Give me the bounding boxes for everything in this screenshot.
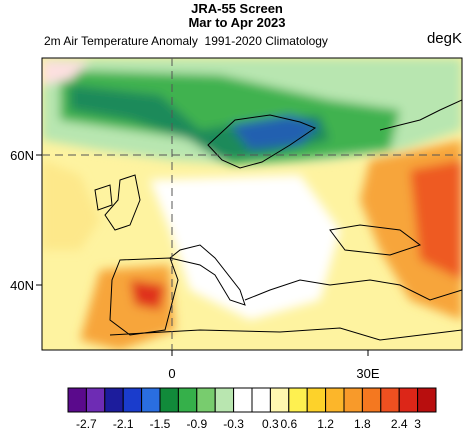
colorbar-swatch — [177, 387, 198, 413]
colorbar-swatch — [122, 387, 143, 413]
colorbar-label: -1.5 — [150, 417, 171, 431]
anomaly-field — [42, 58, 462, 350]
colorbar-swatch — [214, 387, 235, 413]
coastlines — [94, 99, 462, 341]
colorbar-label: 1.2 — [317, 417, 334, 431]
colorbar-swatch — [141, 387, 161, 413]
lon-label: 30E — [356, 366, 379, 381]
colorbar-swatch — [233, 387, 253, 413]
colorbar-swatch — [104, 387, 124, 413]
lat-label: 60N — [10, 148, 34, 163]
colorbar-label: -2.7 — [76, 417, 97, 431]
colorbar-swatch — [269, 387, 290, 413]
unit: degK — [427, 30, 462, 47]
colorbar-label: 1.8 — [354, 417, 371, 431]
colorbar-swatch — [251, 387, 271, 413]
colorbar: -2.7 -2.1 -1.5 -0.9 -0.3 0.3 0.6 1.2 1.8 2.4 3 — [67, 387, 437, 431]
colorbar-swatch — [159, 387, 179, 413]
colorbar-label: 0.3 — [262, 417, 279, 431]
colorbar-label: -0.3 — [223, 417, 244, 431]
subtitle: 2m Air Temperature Anomaly 1991-2020 Cli… — [44, 34, 328, 48]
colorbar-swatch — [417, 387, 437, 413]
colorbar-swatch — [398, 387, 419, 413]
colorbar-label: -0.9 — [186, 417, 207, 431]
colorbar-swatch — [343, 387, 363, 413]
colorbar-swatch — [85, 387, 106, 413]
map-frame — [41, 57, 463, 351]
colorbar-swatch — [325, 387, 345, 413]
colorbar-swatch — [306, 387, 327, 413]
colorbar-swatch — [288, 387, 308, 413]
title: Mar to Apr 2023 — [188, 15, 285, 30]
colorbar-swatch — [67, 387, 87, 413]
colorbar-label: 3 — [414, 417, 421, 431]
tick-marks — [36, 154, 369, 356]
colorbar-label: 0.6 — [280, 417, 297, 431]
lon-label: 0 — [168, 366, 175, 381]
colorbar-swatch — [380, 387, 400, 413]
title: JRA-55 Screen — [191, 1, 283, 16]
colorbar-swatch — [196, 387, 216, 413]
colorbar-label: 2.4 — [391, 417, 408, 431]
lat-label: 40N — [10, 278, 34, 293]
colorbar-label: -2.1 — [113, 417, 134, 431]
colorbar-swatch — [361, 387, 382, 413]
